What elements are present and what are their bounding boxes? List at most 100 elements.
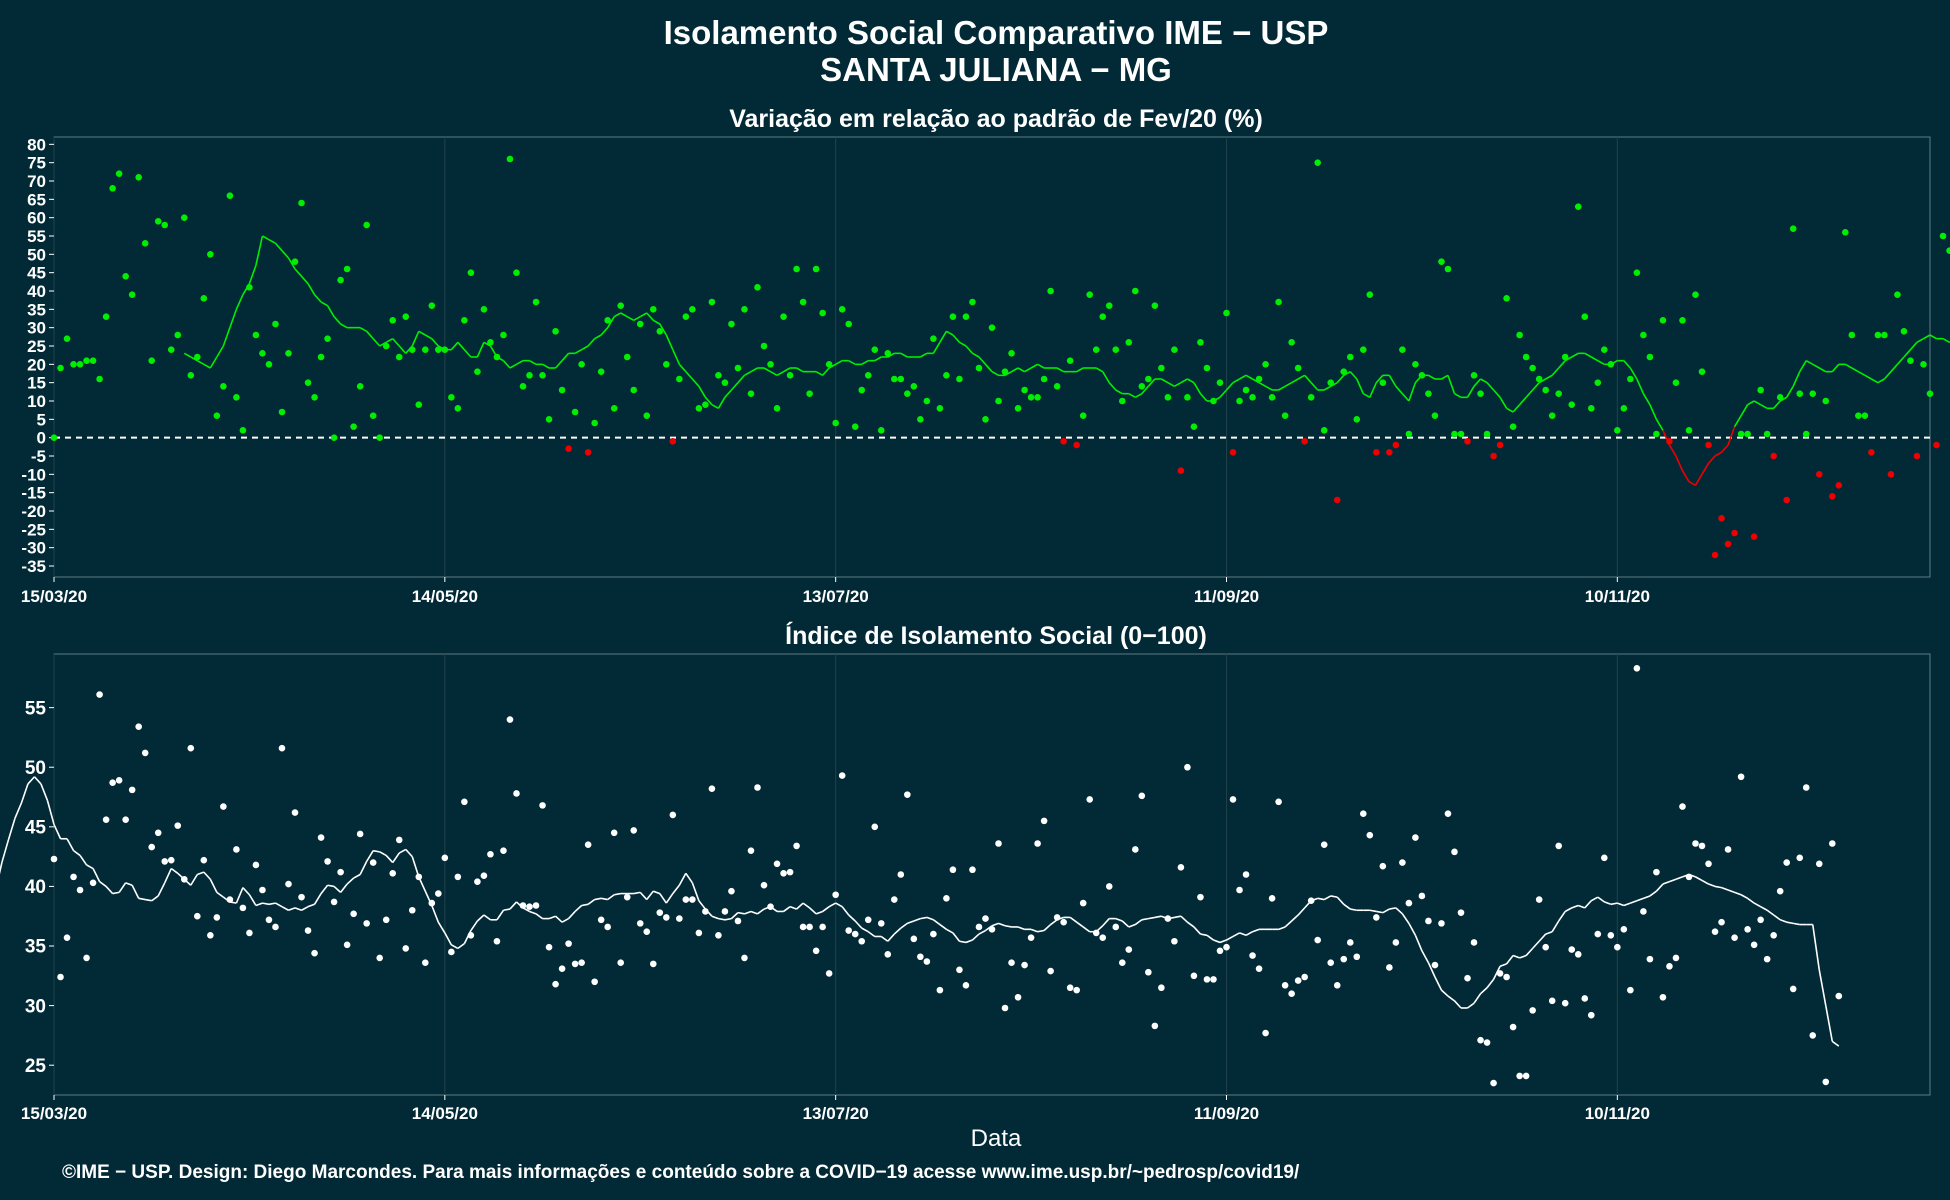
- data-point: [1008, 350, 1015, 357]
- smoothed-line-segment: [287, 257, 296, 270]
- smoothed-line-segment: [1870, 378, 1879, 384]
- data-point: [1607, 361, 1615, 368]
- smoothed-line-segment: [907, 920, 915, 925]
- smoothed-line-segment: [164, 868, 172, 884]
- data-point: [226, 192, 234, 199]
- smoothed-line-segment: [1141, 385, 1149, 395]
- data-point: [1659, 317, 1667, 324]
- smoothed-line-segment: [1714, 451, 1722, 457]
- data-point: [1679, 317, 1686, 324]
- data-point: [1197, 893, 1204, 901]
- data-point: [207, 251, 214, 258]
- data-point: [1210, 397, 1217, 405]
- smoothed-line-segment: [1030, 363, 1038, 369]
- data-point: [63, 934, 71, 941]
- data-point: [1040, 375, 1048, 383]
- data-point: [187, 372, 195, 379]
- smoothed-line-segment: [20, 783, 29, 804]
- y-tick-label: 75: [27, 154, 46, 173]
- smoothed-line-segment: [1148, 916, 1155, 920]
- smoothed-line-segment: [1747, 897, 1755, 904]
- smoothed-line-segment: [1812, 363, 1820, 369]
- data-point: [1359, 810, 1367, 818]
- smoothed-line-segment: [1558, 360, 1566, 369]
- smoothed-line-segment: [1720, 444, 1729, 453]
- data-point: [1620, 926, 1628, 933]
- data-point: [1529, 1007, 1536, 1014]
- data-point: [467, 931, 475, 939]
- smoothed-line-segment: [1584, 900, 1592, 909]
- data-point: [376, 954, 383, 962]
- x-axis-label: Data: [971, 1125, 1022, 1152]
- data-point: [487, 339, 494, 346]
- data-point: [1132, 287, 1139, 295]
- smoothed-line-segment: [672, 349, 681, 365]
- data-point: [435, 890, 442, 897]
- data-point: [174, 822, 182, 829]
- data-point: [1451, 430, 1458, 438]
- smoothed-line-segment: [1779, 919, 1787, 923]
- smoothed-line-segment: [353, 873, 361, 879]
- data-point: [194, 353, 201, 361]
- data-point: [83, 357, 90, 364]
- data-point: [63, 335, 71, 342]
- smoothed-line-segment: [1734, 891, 1742, 896]
- data-point: [1151, 1022, 1159, 1030]
- smoothed-line-segment: [1831, 1040, 1840, 1047]
- data-point: [1900, 328, 1908, 335]
- data-point: [1548, 412, 1556, 419]
- data-point: [109, 779, 116, 787]
- smoothed-line-segment: [874, 356, 882, 362]
- smoothed-line-segment: [815, 910, 823, 915]
- smoothed-line-segment: [698, 900, 707, 910]
- smoothed-line-segment: [1675, 876, 1683, 881]
- data-point: [1490, 1079, 1497, 1087]
- smoothed-line-segment: [1219, 389, 1228, 398]
- data-point: [539, 372, 546, 379]
- smoothed-line-segment: [307, 903, 315, 908]
- data-point: [285, 350, 292, 357]
- data-point: [545, 416, 553, 423]
- data-point: [1861, 412, 1869, 419]
- data-point: [1034, 840, 1041, 847]
- data-point: [1223, 309, 1230, 317]
- data-point: [904, 390, 911, 397]
- data-point: [1601, 854, 1608, 862]
- smoothed-line-segment: [607, 894, 615, 901]
- smoothed-line-segment: [359, 861, 368, 875]
- smoothed-line-segment: [1369, 909, 1377, 913]
- smoothed-line-segment: [887, 933, 895, 942]
- smoothed-line-segment: [1571, 904, 1579, 909]
- smoothed-line-segment: [574, 348, 583, 355]
- smoothed-line-segment: [450, 341, 459, 351]
- data-point: [1522, 1072, 1530, 1080]
- smoothed-line-segment: [972, 352, 980, 358]
- smoothed-line-segment: [606, 316, 615, 329]
- smoothed-line-segment: [1694, 473, 1703, 486]
- data-point: [591, 419, 598, 427]
- smoothed-line-segment: [893, 927, 902, 935]
- smoothed-line-segment: [320, 301, 328, 307]
- smoothed-line-segment: [750, 910, 758, 915]
- data-point: [838, 306, 846, 313]
- data-point: [1594, 379, 1602, 386]
- smoothed-line-segment: [601, 897, 608, 901]
- smoothed-line-segment: [1590, 356, 1599, 362]
- data-point: [1275, 798, 1282, 806]
- data-point: [1164, 394, 1172, 401]
- smoothed-line-segment: [1193, 926, 1202, 935]
- data-point: [832, 891, 839, 899]
- smoothed-line-segment: [373, 849, 380, 853]
- data-point: [298, 893, 305, 901]
- data-point: [1776, 887, 1784, 895]
- smoothed-line-segment: [757, 908, 765, 915]
- data-point: [1672, 954, 1680, 962]
- data-point: [1685, 873, 1693, 881]
- data-point: [128, 786, 136, 794]
- data-point: [1633, 269, 1641, 276]
- smoothed-line-segment: [411, 331, 420, 347]
- smoothed-line-segment: [372, 338, 381, 347]
- data-point: [1184, 394, 1191, 401]
- smoothed-line-segment: [1291, 378, 1299, 384]
